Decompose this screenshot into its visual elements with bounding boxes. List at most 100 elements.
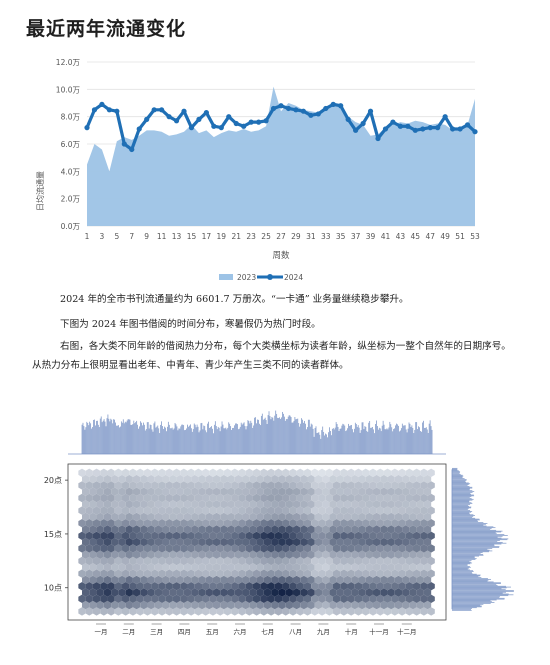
hexbin-cell [365,588,373,597]
hexbin-cell [249,500,257,509]
right-histogram-bar [452,547,493,549]
right-histogram-bar [452,505,469,507]
top-histogram-bar [267,415,269,454]
right-histogram-bar [452,570,474,572]
hexbin-cell [252,468,261,477]
right-histogram-bar [452,578,492,580]
hexbin-cell [322,525,330,534]
hexbin-cell [256,525,264,534]
hexbin-cell [260,481,268,490]
right-histogram-bar [452,499,473,501]
hexbin-cell [256,474,264,484]
y-tick-label: 12.0万 [56,58,81,67]
hexbin-cell [267,531,275,540]
hexbin-cell [114,481,123,490]
x-tick-label: 37 [351,232,361,241]
hexbin-cell [223,569,232,578]
top-histogram-bar [274,415,276,454]
hexbin-cell [325,493,333,503]
hexbin-cell [274,594,283,603]
hexbin-cell [125,550,133,559]
hexbin-cell [223,544,232,553]
hexbin-cell [151,544,159,553]
hexbin-cell [383,594,392,603]
top-histogram-bar [221,421,223,454]
hexbin-cell [398,607,406,616]
hexbin-cell [147,537,155,547]
hexbin-cell [318,581,326,591]
hexbin-cell [256,500,264,509]
hexbin-cell [158,506,166,515]
hexbin-cell [402,575,410,585]
hexbin-cell [172,531,181,540]
hexbin-cell [267,481,275,490]
top-histogram-bar [362,422,364,454]
hexbin-cell [398,531,406,540]
distribution-paragraph: 下图为 2024 年图书借阅的时间分布，寒暑假仍为热门时段。 [60,319,321,330]
hexbin-cell [205,563,213,572]
hexbin-cell [340,569,348,578]
hexbin-cell [151,607,159,616]
hexbin-cell [187,481,195,490]
hexbin-cell [85,468,93,477]
hexbin-cell [263,600,272,610]
right-histogram-bar [452,607,477,609]
right-histogram-bar [452,519,480,521]
hexbin-cell [125,575,133,585]
top-histogram-bar [199,430,201,454]
hexbin-cell [202,506,210,515]
point-2024 [226,114,232,120]
top-histogram-bar [110,418,112,454]
hexbin-cell [140,537,148,547]
hexbin-cell [234,537,243,547]
top-histogram-bar [104,421,106,454]
top-histogram-bar [239,426,241,454]
x-tick-label: 51 [455,232,465,241]
hexbin-cell [191,588,199,597]
hexbin-cell [252,607,261,616]
right-histogram-bar [452,501,470,503]
top-histogram-bar [202,429,204,454]
x-tick-label: 一月 [95,628,108,636]
hexbin-cell [136,518,144,528]
hexbin-cell [238,493,246,503]
hexbin-cell [202,481,210,490]
hexbin-cell [292,563,301,572]
hexbin-cell [387,575,395,585]
x-tick-label: 六月 [234,627,247,636]
top-histogram-bar [332,428,334,454]
hexbin-cell [242,575,250,585]
top-histogram-bar [142,425,143,454]
hexbin-cell [292,525,301,534]
hexbin-cell [343,575,352,585]
hexbin-cell [362,544,370,553]
hexbin-cell [362,506,370,515]
hexbin-cell [198,474,206,484]
hexbin-cell [289,493,297,503]
hexbin-cell [223,607,232,616]
hexbin-cell [311,531,319,540]
point-2024 [173,118,180,124]
right-histogram-bar [452,554,484,555]
top-histogram-bar [412,428,414,454]
hexbin-cell [271,537,279,547]
hexbin-cell [78,569,86,578]
hexbin-cell [260,544,268,553]
hexbin-cell [92,518,101,528]
hexbin-cell [274,581,283,591]
hexbin-cell [107,581,115,591]
hexbin-cell [136,531,144,540]
point-2024 [293,107,299,113]
hexbin-cell [220,512,228,522]
top-histogram-bar [403,425,405,454]
hexbin-cell [292,537,301,547]
hexbin-cell [132,525,141,534]
hexbin-cell [394,563,403,572]
x-tick-label: 19 [217,232,227,241]
y-tick-label: 20点 [44,476,62,485]
hexbin-cell [140,563,148,572]
hexbin-cell [398,506,406,515]
hexbin-cell [358,537,366,547]
right-histogram-bar [452,597,505,599]
hexbin-cell [282,481,290,490]
